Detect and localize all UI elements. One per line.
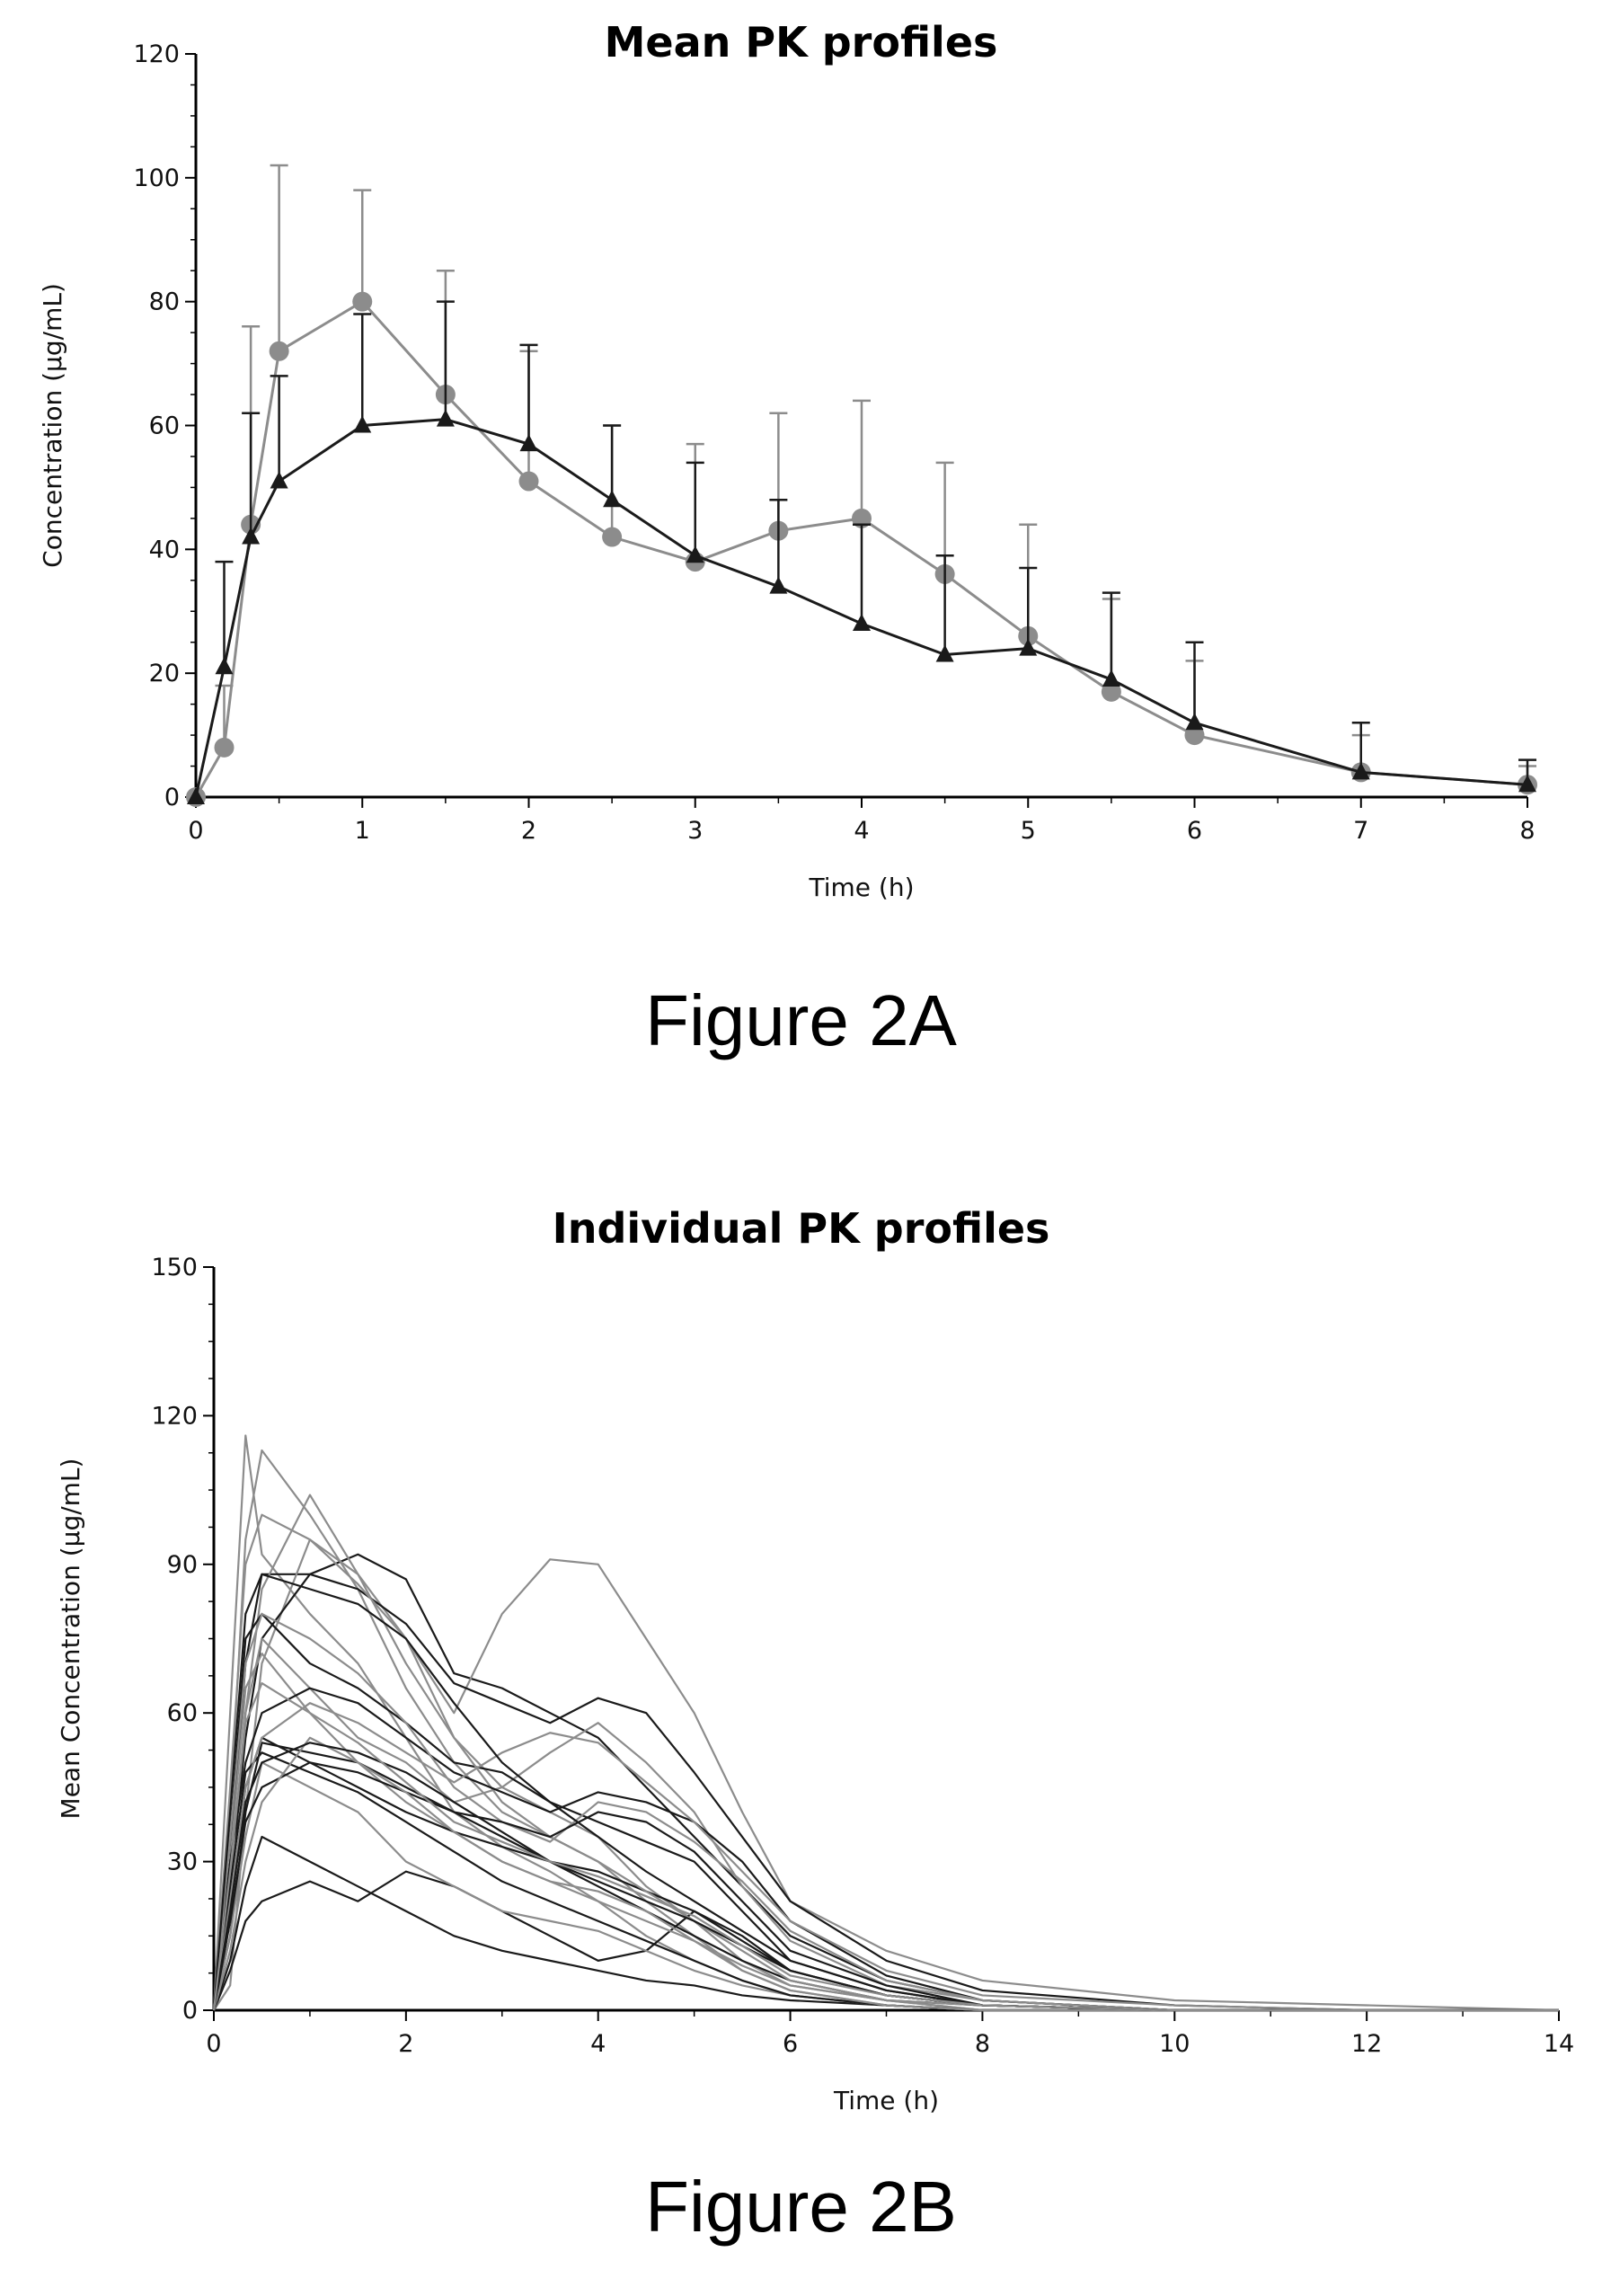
chart-b-series-group — [212, 1434, 1560, 2012]
chart-a-series-2 — [187, 300, 1536, 804]
chart-b-series-line-3 — [212, 1553, 1559, 2012]
chart-a-point — [242, 527, 261, 545]
chart-a-point — [1019, 638, 1038, 656]
chart-a-point — [853, 614, 871, 632]
chart-a-point — [187, 787, 205, 804]
chart-a-y-tick-label: 20 — [149, 660, 180, 687]
chart-a-point — [519, 434, 538, 452]
chart-a-point — [1351, 762, 1370, 780]
chart-a-point — [1101, 681, 1121, 702]
chart-a-x-tick-label: 0 — [188, 817, 203, 845]
chart-a-axes: 0 20 40 60 80 100 120 0 1 2 3 4 5 6 7 8 Time (h) Concentr… — [38, 40, 1536, 902]
chart-b-y-tick-label: 120 — [151, 1402, 198, 1430]
chart-b-y-axis-label: Mean Concentration (µg/mL) — [56, 1458, 85, 1820]
chart-b-y-tick-label: 150 — [151, 1254, 198, 1281]
chart-b-series-line-14 — [212, 1513, 1559, 2012]
chart-b-y-tick-label: 30 — [167, 1848, 198, 1876]
chart-a-point — [1185, 713, 1204, 731]
chart-a-caption: Figure 2A — [645, 980, 957, 1060]
chart-a-point — [352, 291, 373, 312]
chart-b-series-line-18 — [212, 1612, 1559, 2012]
chart-b-series-line-6 — [212, 1573, 1559, 2012]
chart-a-x-axis-label: Time (h) — [808, 873, 914, 902]
chart-b-x-tick-label: 14 — [1544, 2030, 1574, 2058]
chart-b-series-line-8 — [212, 1835, 1559, 2012]
chart-a-point — [353, 415, 372, 433]
chart-a-point — [215, 657, 234, 675]
chart-a-point — [769, 576, 788, 594]
chart-a-point — [1518, 775, 1536, 793]
chart-a-y-axis-label: Concentration (µg/mL) — [38, 283, 67, 568]
chart-b-series-line-20 — [212, 1702, 1559, 2012]
chart-a-point — [214, 737, 235, 758]
chart-b-x-tick-label: 0 — [206, 2030, 221, 2058]
chart-a-point — [686, 545, 704, 563]
chart-b-series-line-24 — [212, 1682, 1559, 2012]
chart-a-y-tick-label: 60 — [149, 412, 180, 440]
chart-a-x-tick-label: 2 — [521, 817, 536, 845]
chart-b-series-line-12 — [212, 1652, 1559, 2012]
chart-a-x-tick-label: 7 — [1353, 817, 1368, 845]
chart-b-series-line-1 — [212, 1434, 1559, 2012]
chart-b-x-axis-label: Time (h) — [833, 2086, 939, 2115]
chart-b-title: Individual PK profiles — [552, 1204, 1050, 1253]
chart-a-y-tick-label: 120 — [133, 40, 180, 68]
chart-a-y-tick-label: 0 — [164, 784, 180, 811]
chart-b-x-tick-label: 12 — [1351, 2030, 1382, 2058]
chart-a-x-tick-label: 1 — [355, 817, 370, 845]
chart-b: 0 30 60 90 120 150 0 2 4 6 8 10 12 14 Time (h) Mean Con… — [56, 1254, 1574, 2115]
chart-a-point — [852, 508, 872, 528]
chart-a-x-tick-label: 3 — [687, 817, 703, 845]
chart-a-point — [1102, 669, 1120, 687]
chart-a-x-tick-label: 5 — [1021, 817, 1036, 845]
chart-b-y-tick-label: 60 — [167, 1699, 198, 1727]
chart-a-point — [518, 471, 539, 492]
chart-b-caption: Figure 2B — [645, 2167, 957, 2247]
chart-b-x-tick-label: 4 — [590, 2030, 606, 2058]
chart-a-point — [1184, 725, 1205, 746]
chart-a-y-tick-label: 100 — [133, 164, 180, 192]
chart-b-series-line-10 — [212, 1637, 1559, 2012]
chart-a-point — [270, 471, 288, 489]
chart-a-x-tick-label: 4 — [854, 817, 869, 845]
chart-a-x-tick-label: 8 — [1519, 817, 1535, 845]
chart-a-point — [935, 644, 954, 662]
chart-b-x-tick-label: 6 — [783, 2030, 798, 2058]
chart-b-axes: 0 30 60 90 120 150 0 2 4 6 8 10 12 14 Time (h) Mean Con… — [56, 1254, 1574, 2115]
chart-b-x-tick-label: 2 — [398, 2030, 413, 2058]
chart-b-y-tick-label: 90 — [167, 1551, 198, 1579]
chart-a-y-tick-label: 80 — [149, 288, 180, 316]
chart-b-series-line-5 — [213, 1538, 1560, 2012]
chart-a: 0 20 40 60 80 100 120 0 1 2 3 4 5 6 7 8 Time (h) Concentr… — [38, 40, 1537, 902]
chart-b-x-tick-label: 10 — [1159, 2030, 1190, 2058]
chart-a-series-1 — [186, 164, 1537, 807]
chart-a-point — [269, 341, 289, 361]
chart-a-point — [436, 409, 455, 427]
chart-a-title: Mean PK profiles — [604, 18, 998, 66]
chart-b-series-line-22 — [212, 1736, 1559, 2012]
chart-b-x-tick-label: 8 — [975, 2030, 990, 2058]
chart-a-x-tick-label: 6 — [1187, 817, 1202, 845]
chart-b-y-tick-label: 0 — [182, 1997, 198, 2025]
chart-a-y-tick-label: 40 — [149, 536, 180, 563]
chart-a-point — [602, 527, 623, 547]
chart-a-point — [603, 490, 622, 508]
